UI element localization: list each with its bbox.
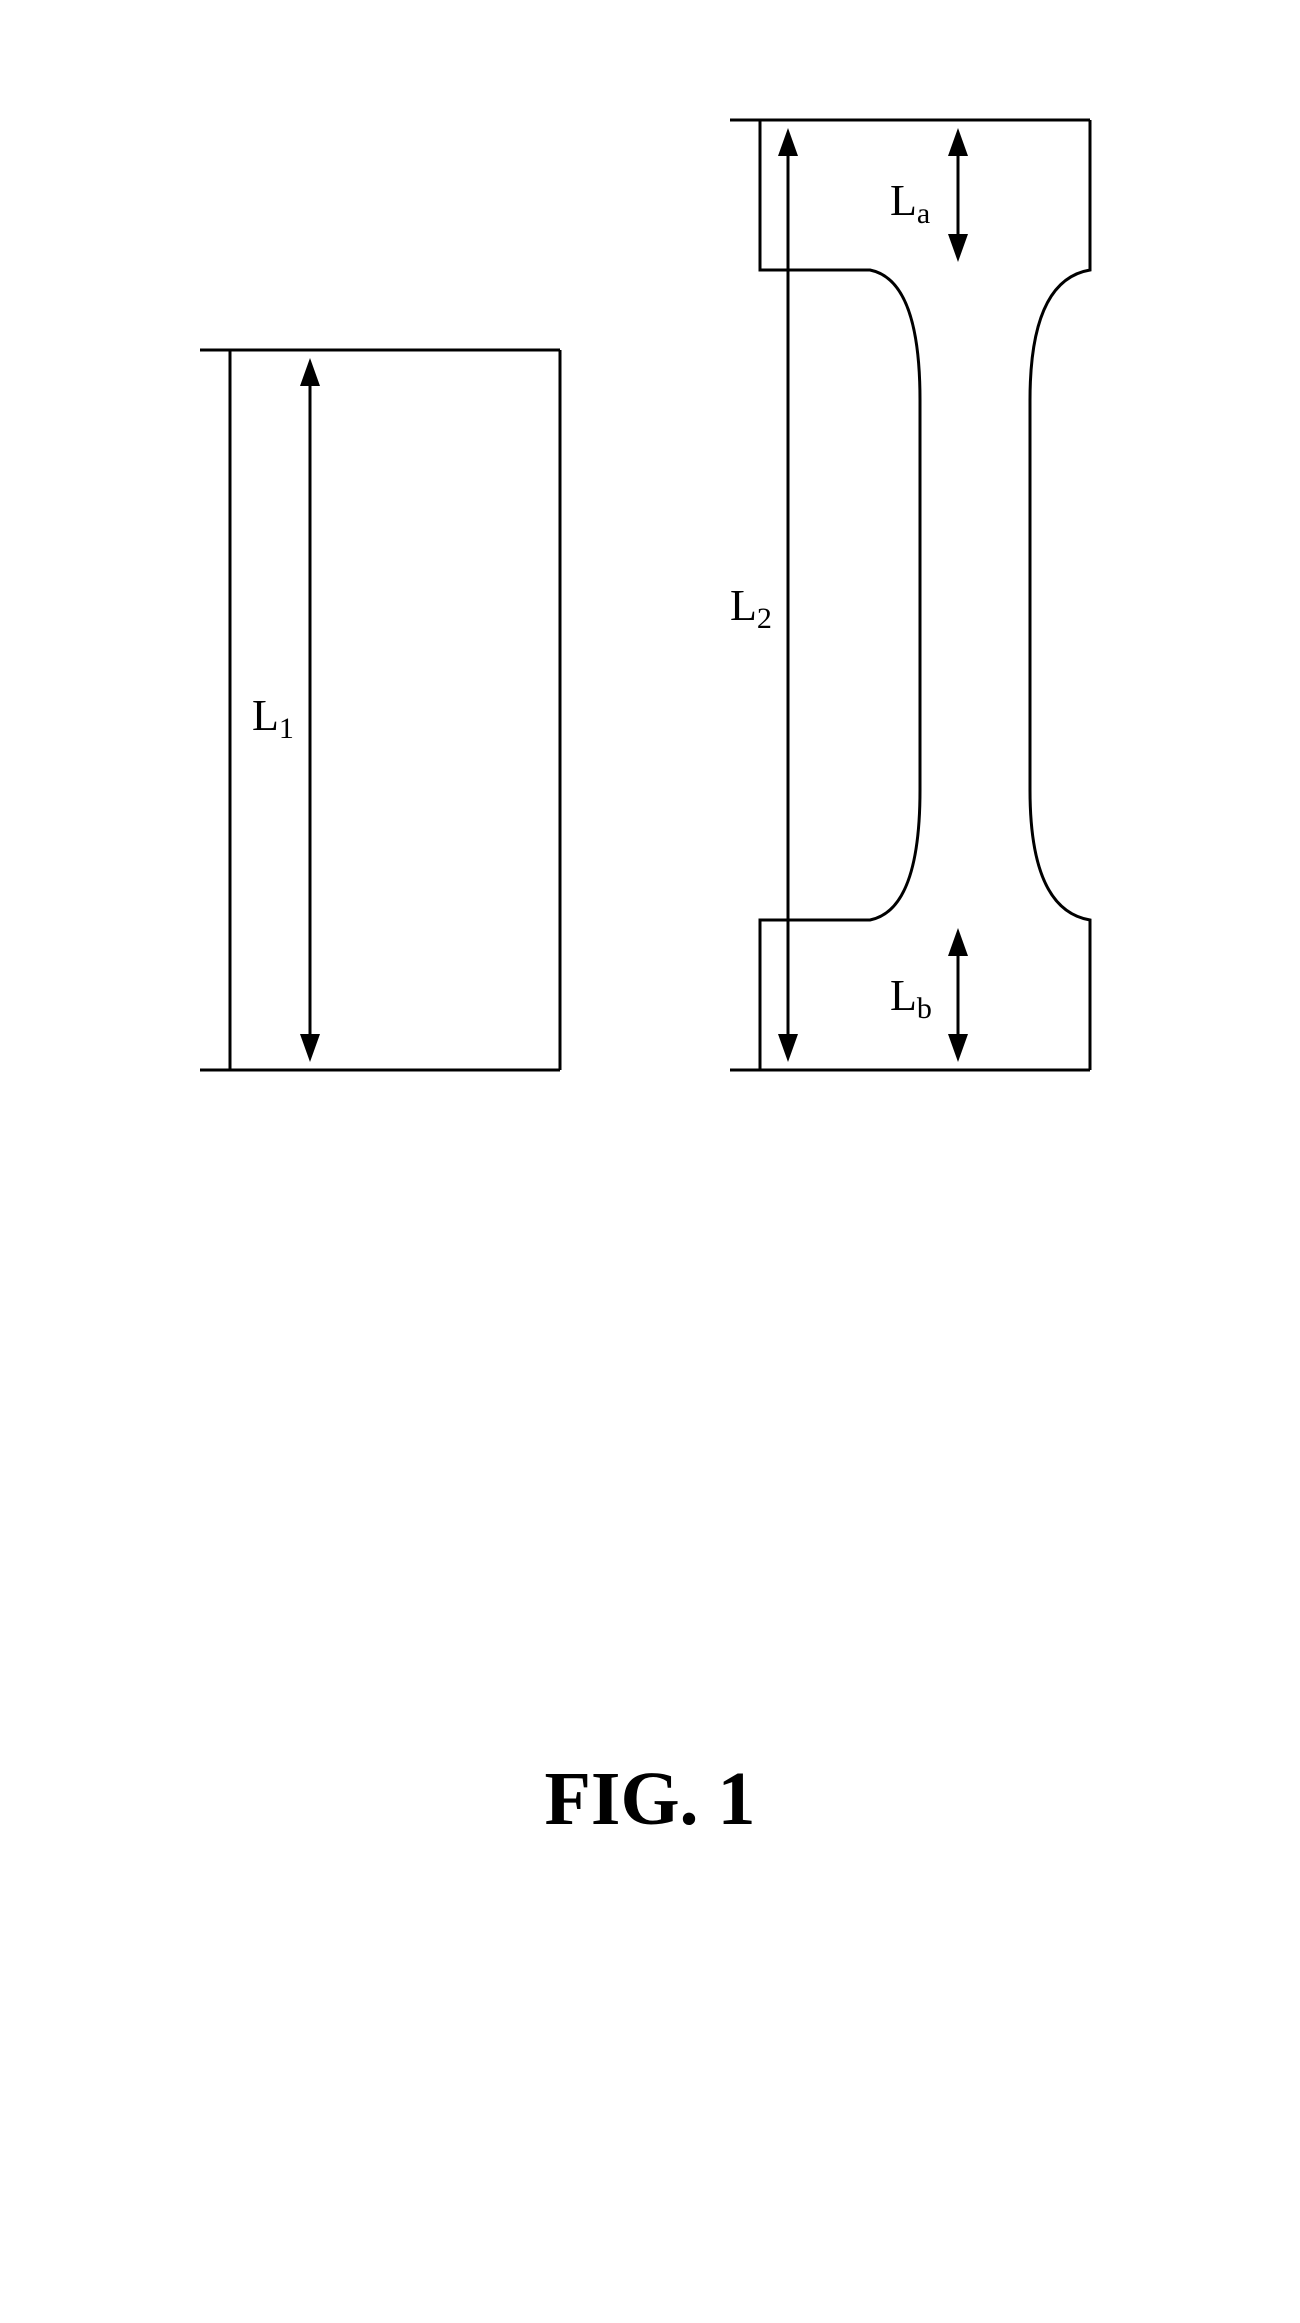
l2-label: L2 [730, 581, 772, 635]
la-label: La [890, 176, 930, 230]
diagram-svg: L1 [140, 90, 1160, 1170]
l1-arrow [300, 358, 320, 1062]
dogbone-right-outline [1030, 120, 1090, 1070]
l1-label: L1 [252, 691, 294, 745]
lb-label: Lb [890, 971, 932, 1025]
la-arrow [948, 128, 968, 262]
diagram-container: L1 [140, 90, 1160, 1170]
lb-arrow [948, 928, 968, 1062]
left-rectangle-group: L1 [200, 350, 560, 1070]
dogbone-left-outline [760, 120, 920, 1070]
figure-label: FIG. 1 [0, 1756, 1300, 1843]
l2-arrow [778, 128, 798, 1062]
right-dogbone-group: L2 La Lb [730, 120, 1090, 1070]
